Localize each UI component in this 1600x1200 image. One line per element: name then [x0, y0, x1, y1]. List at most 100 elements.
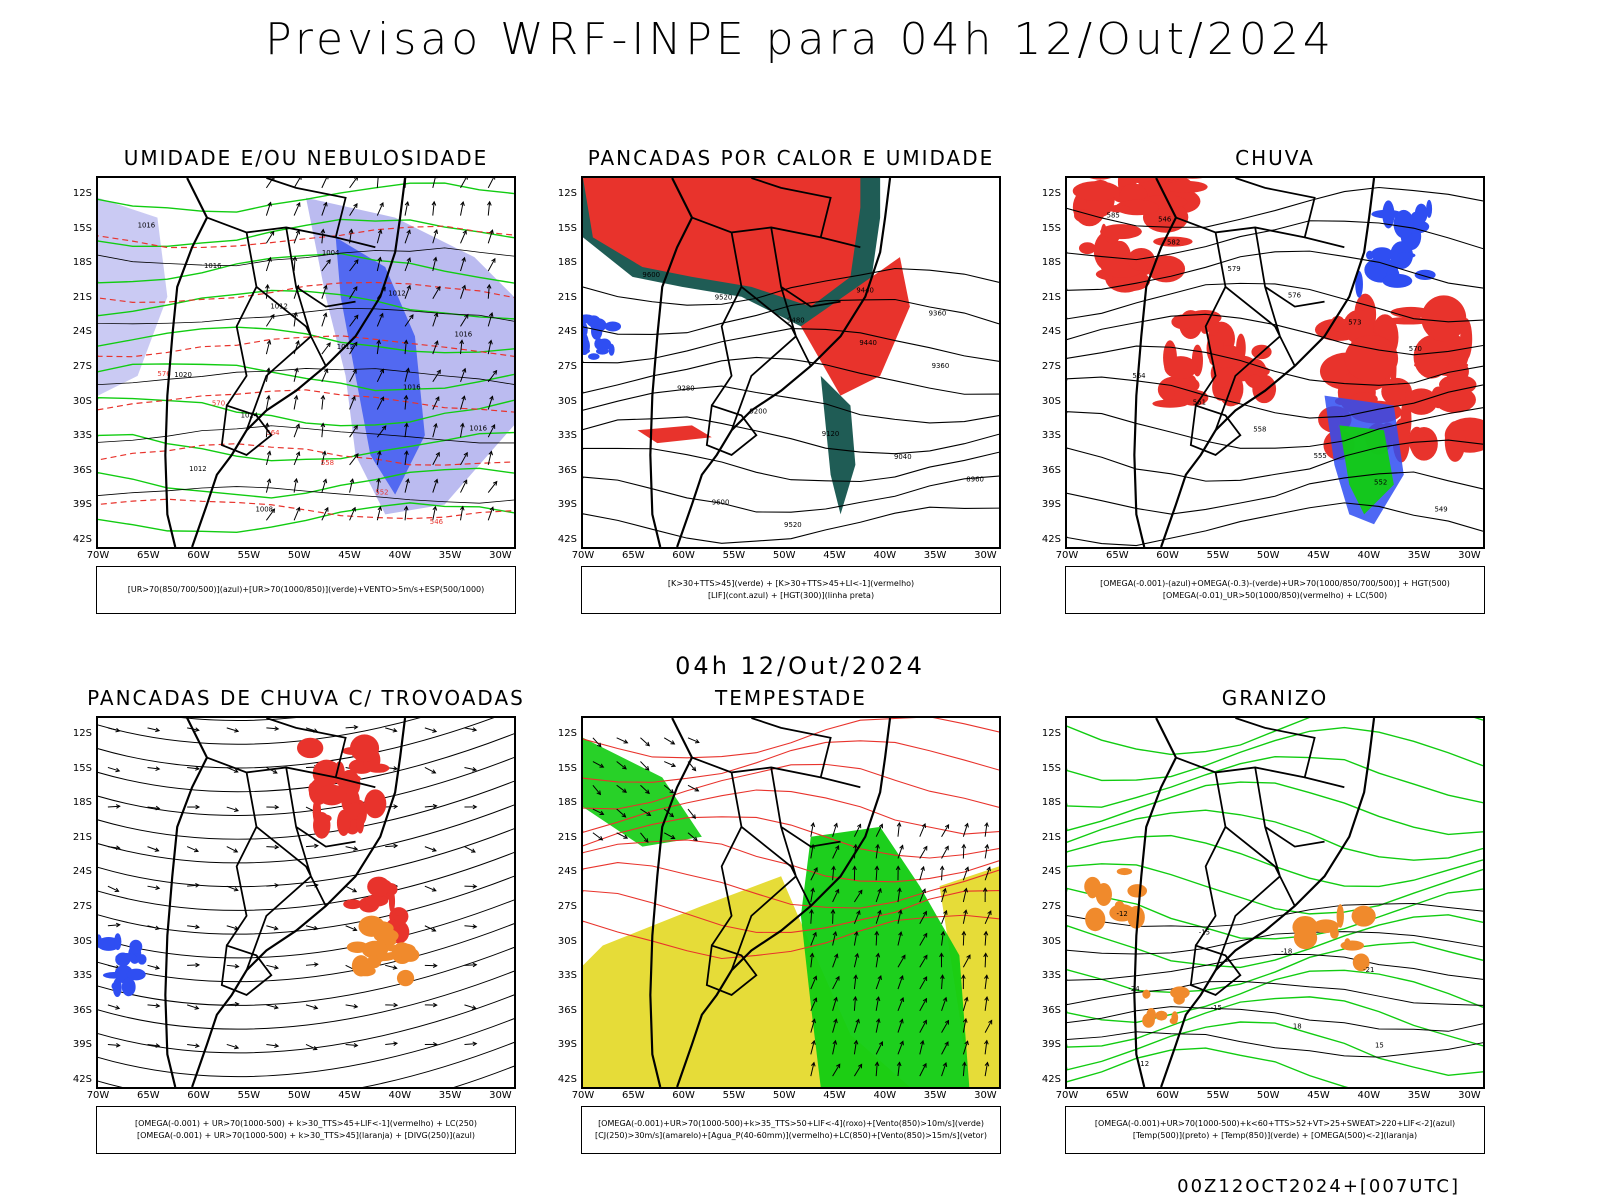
wind-vector	[349, 285, 358, 299]
rh-low-contour	[98, 289, 514, 320]
flow-arrow	[147, 964, 161, 970]
lat-tick-label: 36S	[72, 1004, 92, 1016]
lat-tick-label: 21S	[72, 291, 92, 303]
lat-tick-label: 18S	[1041, 257, 1061, 269]
lat-tick-label: 24S	[1041, 326, 1061, 338]
omega500-area	[1169, 1017, 1178, 1025]
divergence-area	[126, 968, 146, 981]
wind-vector	[460, 422, 465, 438]
lat-tick-label: 42S	[1041, 1074, 1061, 1085]
map-frame: -12 -15 -18 -21 -24 -15 18 15 12	[1065, 716, 1485, 1089]
hgt300-contour	[583, 447, 999, 483]
lat-tick-label: 33S	[72, 970, 92, 982]
lon-tick-label: 60W	[672, 1090, 695, 1101]
pressure-contour	[98, 247, 514, 267]
flow-arrow	[226, 963, 240, 969]
rain-area	[1444, 421, 1466, 462]
convective-area	[401, 948, 420, 962]
wind-vector	[487, 178, 496, 189]
contour-label: 546	[430, 518, 443, 526]
wind-vector	[984, 866, 991, 881]
thunderstorm-area	[367, 876, 390, 897]
wind-vector	[687, 808, 696, 820]
wind-vector	[432, 451, 440, 466]
lon-tick-label: 35W	[923, 550, 947, 561]
flow-arrow	[226, 1001, 240, 1007]
wind-vector	[897, 909, 903, 924]
wind-vector	[265, 256, 272, 272]
coastline	[164, 718, 407, 1087]
contour-label: 579	[1227, 265, 1240, 273]
lat-tick-label: 33S	[1041, 970, 1061, 982]
wind-vector	[832, 996, 838, 1011]
wind-vector	[293, 423, 300, 438]
temp500-contour	[1067, 1031, 1483, 1058]
wind-vector	[982, 887, 988, 903]
contour-label: 1016	[455, 330, 473, 338]
convective-area	[375, 939, 387, 962]
hgt300-contour	[583, 328, 999, 364]
pressure-contour	[98, 307, 514, 325]
lon-tick-label: 30W	[974, 1090, 997, 1101]
omega500-area	[1155, 1010, 1168, 1021]
country-border	[705, 944, 758, 997]
rain-area	[1209, 352, 1238, 369]
rh-low-contour	[98, 502, 514, 534]
wind-vector	[487, 339, 493, 355]
legend-line: [OMEGA(-0.001) + UR>70(1000-500) + k>30_…	[134, 1119, 478, 1128]
streamline	[98, 899, 514, 959]
map-layer	[98, 718, 514, 1087]
wind-vector	[432, 422, 438, 438]
rain-area	[1152, 399, 1188, 408]
lat-tick-label: 30S	[1041, 395, 1061, 407]
flow-arrow	[385, 727, 398, 733]
panel-granizo: GRANIZO -12 -15 -18 -21 -24 -15 18 15 12 12S 15S 18S…	[1025, 686, 1525, 1156]
wind-vector	[941, 1019, 950, 1033]
lat-tick-label: 39S	[557, 499, 577, 511]
flow-arrow	[464, 804, 478, 810]
flow-arrow	[147, 1043, 161, 1048]
precip-water-contour	[583, 816, 999, 859]
wind-vector	[941, 909, 948, 924]
wind-vector	[265, 450, 272, 466]
lon-tick-label: 45W	[823, 550, 846, 561]
lat-tick-label: 36S	[1041, 464, 1061, 476]
wind-vector	[321, 259, 331, 272]
omega500-area	[1173, 994, 1185, 1005]
lat-tick-label: 21S	[557, 291, 577, 303]
wind-vector	[832, 822, 838, 837]
flow-arrow	[226, 727, 240, 733]
lat-tick-label: 15S	[72, 762, 92, 774]
omega-area	[1371, 209, 1403, 219]
omega500-area	[1352, 953, 1370, 972]
wind-vector	[919, 976, 928, 990]
flow-arrow	[187, 924, 200, 930]
wind-vector	[874, 930, 880, 946]
wind-vector	[919, 932, 928, 946]
lif-contour	[604, 321, 622, 332]
omega-area	[1393, 209, 1414, 239]
streamline	[181, 718, 296, 721]
hgt500-contour	[1067, 220, 1483, 261]
temp850-contour	[1067, 996, 1483, 1048]
wind-vector	[431, 200, 437, 216]
lon-tick-label: 50W	[287, 1090, 311, 1101]
flow-arrow	[424, 803, 438, 809]
lat-tick-label: 15S	[1041, 222, 1061, 234]
lat-tick-label: 33S	[557, 970, 577, 982]
lat-tick-label: 15S	[1041, 762, 1061, 774]
wind-vector	[265, 201, 272, 216]
legend-line: [LIF](cont.azul) + [HGT(300)](linha pret…	[707, 591, 875, 600]
thunderstorm-area	[336, 809, 351, 837]
lon-tick-label: 50W	[1256, 1090, 1280, 1101]
convective-area	[384, 944, 405, 952]
map-frame: 585 582 579 576 573 570 564 561 558 555 552 549 546	[1065, 176, 1485, 549]
legend-line: [OMEGA(-0.001)-(azul)+OMEGA(-0.3)-(verde…	[1100, 579, 1450, 588]
forecast-map: 9600 9520 9480 9440 9360 9280 9200 9120 9040 8960…	[583, 178, 999, 547]
omega500-area	[1109, 904, 1135, 922]
streamline	[98, 733, 514, 793]
rain-area	[1160, 386, 1175, 402]
wind-vector	[432, 505, 438, 521]
wind-vector	[432, 256, 438, 272]
